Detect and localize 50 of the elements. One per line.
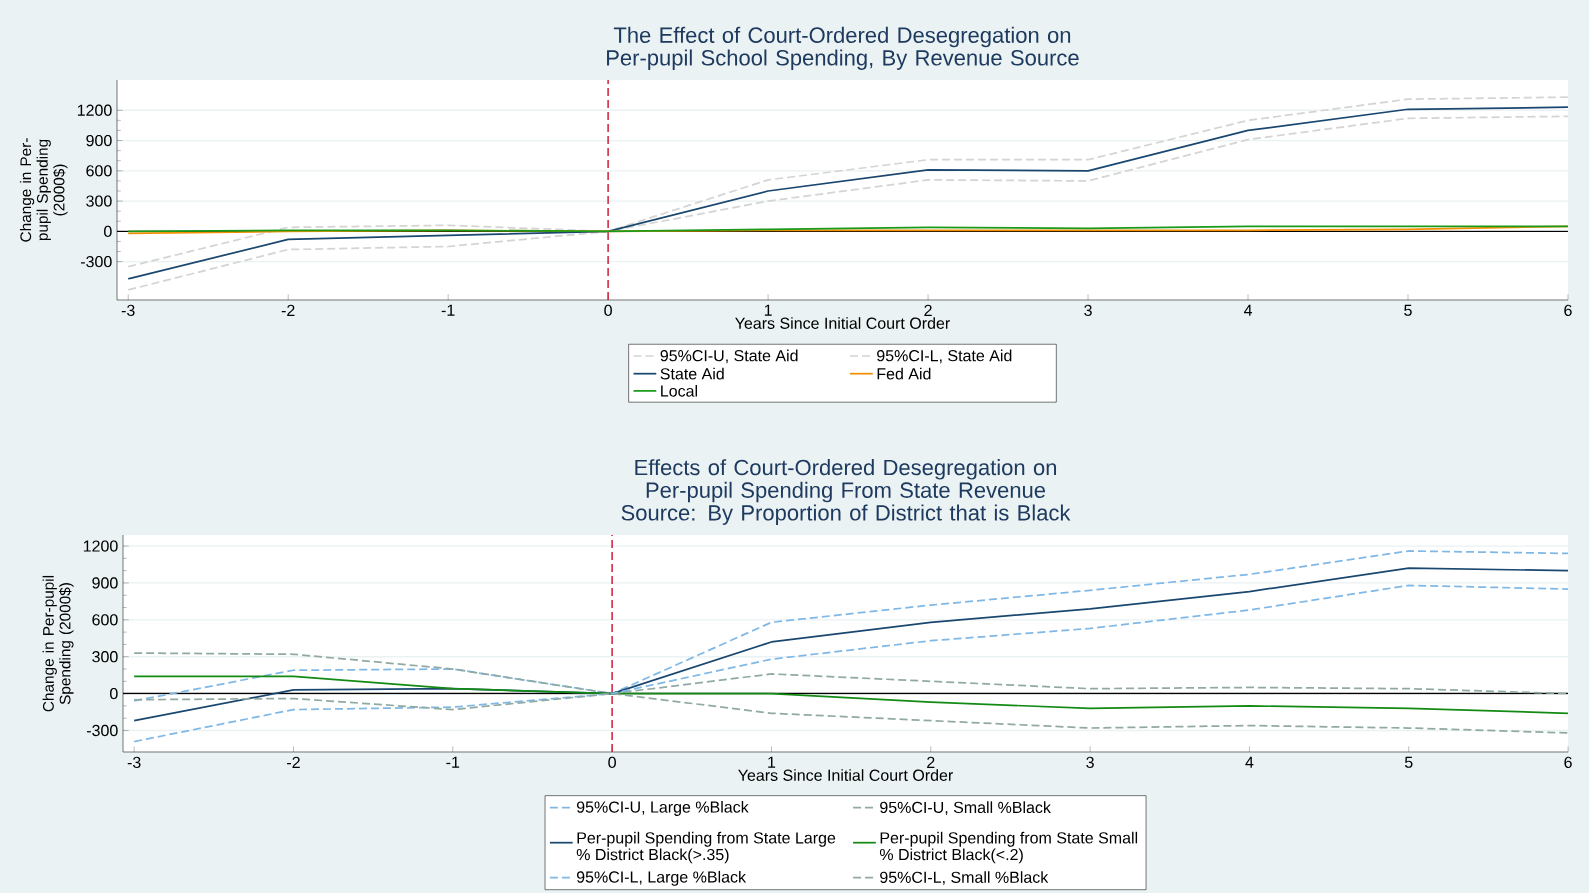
- y-tick-label: -300: [80, 255, 112, 268]
- x-tick-label: 2: [924, 304, 932, 316]
- x-tick-label: 1: [764, 304, 772, 316]
- y-tick-label: 600: [92, 614, 118, 626]
- y-tick-label: 0: [104, 225, 112, 238]
- x-tick-label: -1: [441, 304, 455, 316]
- x-tick-label: -2: [287, 756, 300, 768]
- line-series: [133, 675, 1569, 715]
- legend-label: State Aid: [660, 367, 724, 380]
- y-tick-label: -300: [86, 724, 118, 737]
- x-tick-label: 6: [1564, 756, 1572, 769]
- x-tick-label: 0: [608, 756, 616, 769]
- y-tick-label: 300: [86, 195, 112, 207]
- chart-title: Effects of Court-Ordered Desegregation on Per-pupil Spending From State Revenue Source: By Proportion of District that is Black: [621, 459, 1071, 525]
- y-tick-label: 300: [92, 651, 118, 663]
- y-tick-label: 600: [86, 165, 112, 177]
- x-tick-label: 6: [1564, 304, 1572, 317]
- legend-label: 95%CI-L, Small %Black: [880, 871, 1049, 885]
- x-tick-label: 3: [1086, 756, 1094, 769]
- y-axis-title: Change in Per-pupil Spending (2000$): [19, 138, 68, 242]
- legend-label: 95%CI-L, Large %Black: [576, 870, 747, 886]
- x-tick-label: -1: [446, 756, 460, 768]
- x-tick-label: 4: [1245, 756, 1254, 768]
- x-axis-title: Years Since Initial Court Order: [735, 317, 950, 329]
- legend-label: 95%CI-U, Small %Black: [880, 801, 1051, 815]
- y-axis-title: Change in Per-pupil Spending (2000$): [42, 575, 74, 712]
- x-tick-label: 5: [1404, 756, 1413, 768]
- legend-label: 95%CI-U, State Aid: [660, 349, 798, 364]
- legend-label: Fed Aid: [877, 367, 931, 380]
- legend-label: Per-pupil Spending from State Large % District Black(>.35): [576, 831, 836, 864]
- y-tick-label: 0: [110, 687, 118, 700]
- chart-title: The Effect of Court-Ordered Desegregation on Per-pupil School Spending, By Revenue Source: [607, 26, 1079, 70]
- legend-label: Local: [661, 384, 697, 397]
- x-axis-title: Years Since Initial Court Order: [738, 769, 953, 781]
- legend-label: 95%CI-U, Large %Black: [576, 801, 749, 816]
- legend-label: 95%CI-L, State Aid: [877, 349, 1012, 364]
- legend-label: Per-pupil Spending from State Small % District Black(<.2): [879, 831, 1138, 864]
- x-tick-label: 5: [1404, 304, 1412, 316]
- x-tick-label: 2: [927, 756, 935, 768]
- x-tick-label: 1: [768, 756, 776, 768]
- y-tick-label: 900: [92, 577, 118, 589]
- x-tick-label: 0: [604, 304, 612, 317]
- x-tick-label: 3: [1084, 304, 1092, 317]
- x-tick-label: -2: [281, 304, 295, 316]
- x-tick-label: -3: [127, 756, 141, 769]
- y-tick-label: 1200: [83, 540, 118, 552]
- x-tick-label: 4: [1243, 304, 1252, 316]
- y-tick-label: 1200: [77, 104, 112, 116]
- y-tick-label: 900: [86, 134, 112, 147]
- x-tick-label: -3: [121, 304, 135, 317]
